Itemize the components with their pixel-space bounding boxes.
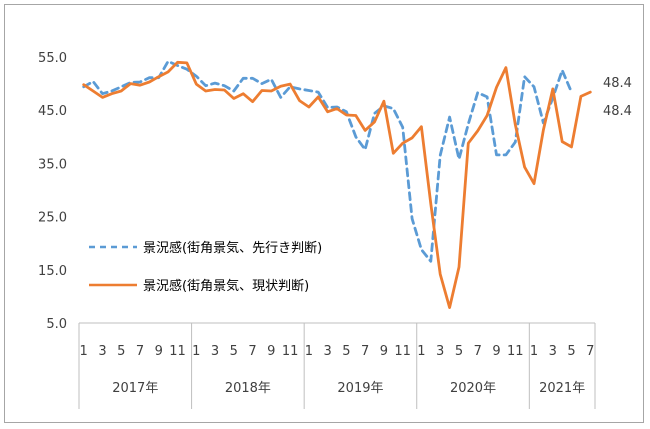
x-month-label: 3 [98,344,106,359]
x-month-label: 5 [567,344,575,359]
x-month-label: 11 [282,344,299,359]
x-month-label: 3 [211,344,219,359]
x-month-label: 9 [267,344,275,359]
x-month-label: 7 [136,344,144,359]
legend-box [73,229,381,303]
legend: 景況感(街角景気、先行き判断) 景況感(街角景気、現状判断) [73,229,381,303]
x-month-label: 11 [169,344,186,359]
x-month-label: 1 [305,344,313,359]
x-month-label: 9 [492,344,500,359]
x-year-label: 2021年 [539,381,585,396]
y-tick-label: 45.0 [38,104,67,119]
end-label-current: 48.4 [603,104,632,119]
x-month-label: 5 [455,344,463,359]
x-month-label: 1 [417,344,425,359]
x-month-label: 1 [530,344,538,359]
y-tick-label: 55.0 [38,51,67,66]
y-tick-label: 25.0 [38,211,67,226]
x-month-label: 7 [586,344,594,359]
x-month-label: 3 [549,344,557,359]
x-month-label: 9 [380,344,388,359]
legend-label-current: 景況感(街角景気、現状判断) [143,278,309,294]
x-month-label: 5 [117,344,125,359]
line-chart: 5.015.025.035.045.055.0 1 3 5 7 9 11 1 3 5 7 9 11 1 3… [38,51,632,409]
series-line-current [82,60,592,310]
chart-frame: 5.0 15.0 25.0 35.0 45.0 55.0 1 3 5 7 9 11 1 3 5 7 9 11 1 3… [4,4,644,423]
x-year-label: 2019年 [337,381,383,396]
x-month-label: 3 [436,344,444,359]
x-month-label: 1 [192,344,200,359]
x-year-label: 2018年 [225,381,271,396]
x-month-label: 5 [230,344,238,359]
x-month-label: 1 [80,344,88,359]
series-line-forecast [82,59,573,263]
x-year-label: 2017年 [112,381,158,396]
x-month-label: 7 [474,344,482,359]
x-month-label: 3 [323,344,331,359]
x-month-label: 5 [342,344,350,359]
y-tick-label: 15.0 [38,264,67,279]
x-month-label: 9 [155,344,163,359]
y-tick-label: 5.0 [46,317,67,332]
x-year-label: 2020年 [450,381,496,396]
x-month-label: 7 [248,344,256,359]
x-month-label: 11 [394,344,411,359]
y-tick-label: 35.0 [38,157,67,172]
x-month-label: 11 [507,344,524,359]
end-label-forecast: 48.4 [603,76,632,91]
x-month-label: 7 [361,344,369,359]
legend-label-forecast: 景況感(街角景気、先行き判断) [143,240,322,256]
